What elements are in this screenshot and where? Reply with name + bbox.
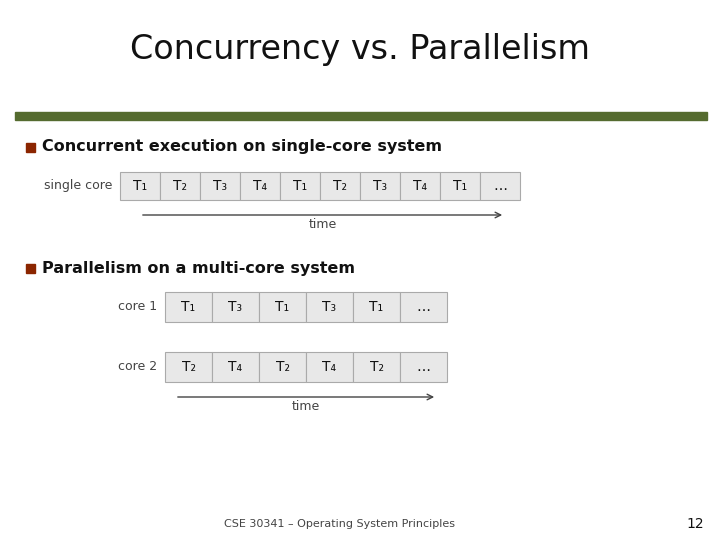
Text: core 1: core 1 — [118, 300, 157, 314]
Text: T₁: T₁ — [181, 300, 196, 314]
Text: T₁: T₁ — [293, 179, 307, 193]
Text: core 2: core 2 — [118, 361, 157, 374]
Text: …: … — [416, 360, 431, 374]
Text: T₂: T₂ — [333, 179, 347, 193]
Text: T₁: T₁ — [133, 179, 147, 193]
Bar — [400, 292, 447, 322]
Bar — [160, 172, 200, 200]
Text: T₄: T₄ — [228, 360, 243, 374]
Text: T₁: T₁ — [453, 179, 467, 193]
Bar — [360, 172, 400, 200]
Text: single core: single core — [44, 179, 112, 192]
Text: time: time — [292, 400, 320, 413]
Text: T₃: T₃ — [228, 300, 243, 314]
Text: T₁: T₁ — [369, 300, 384, 314]
Bar — [26, 143, 35, 152]
Text: T₃: T₃ — [323, 300, 336, 314]
Bar — [280, 172, 320, 200]
Bar — [353, 292, 400, 322]
Text: Concurrency vs. Parallelism: Concurrency vs. Parallelism — [130, 33, 590, 66]
Text: T₄: T₄ — [253, 179, 267, 193]
Text: T₁: T₁ — [276, 300, 289, 314]
Bar — [120, 172, 160, 200]
Bar — [259, 292, 306, 322]
Text: T₃: T₃ — [213, 179, 227, 193]
Bar — [306, 292, 353, 322]
Text: T₂: T₂ — [181, 360, 196, 374]
Text: CSE 30341 – Operating System Principles: CSE 30341 – Operating System Principles — [225, 519, 456, 529]
Text: T₂: T₂ — [276, 360, 289, 374]
Text: 12: 12 — [686, 517, 704, 531]
Bar — [165, 352, 212, 382]
Bar — [400, 172, 440, 200]
Text: T₂: T₂ — [369, 360, 384, 374]
Text: T₄: T₄ — [413, 179, 427, 193]
Bar — [212, 292, 259, 322]
Bar — [400, 352, 447, 382]
Text: time: time — [308, 218, 337, 231]
Bar — [353, 352, 400, 382]
Text: Parallelism on a multi-core system: Parallelism on a multi-core system — [42, 260, 355, 275]
Bar — [200, 172, 240, 200]
Bar — [320, 172, 360, 200]
Text: …: … — [493, 179, 507, 193]
Bar — [480, 172, 520, 200]
Bar — [212, 352, 259, 382]
Text: T₄: T₄ — [323, 360, 336, 374]
Bar — [440, 172, 480, 200]
Bar — [26, 264, 35, 273]
Text: T₃: T₃ — [373, 179, 387, 193]
Bar — [306, 352, 353, 382]
Text: Concurrent execution on single-core system: Concurrent execution on single-core syst… — [42, 139, 442, 154]
Text: …: … — [416, 300, 431, 314]
Bar — [259, 352, 306, 382]
Bar — [240, 172, 280, 200]
Text: T₂: T₂ — [173, 179, 187, 193]
Bar — [165, 292, 212, 322]
Bar — [15, 112, 707, 120]
